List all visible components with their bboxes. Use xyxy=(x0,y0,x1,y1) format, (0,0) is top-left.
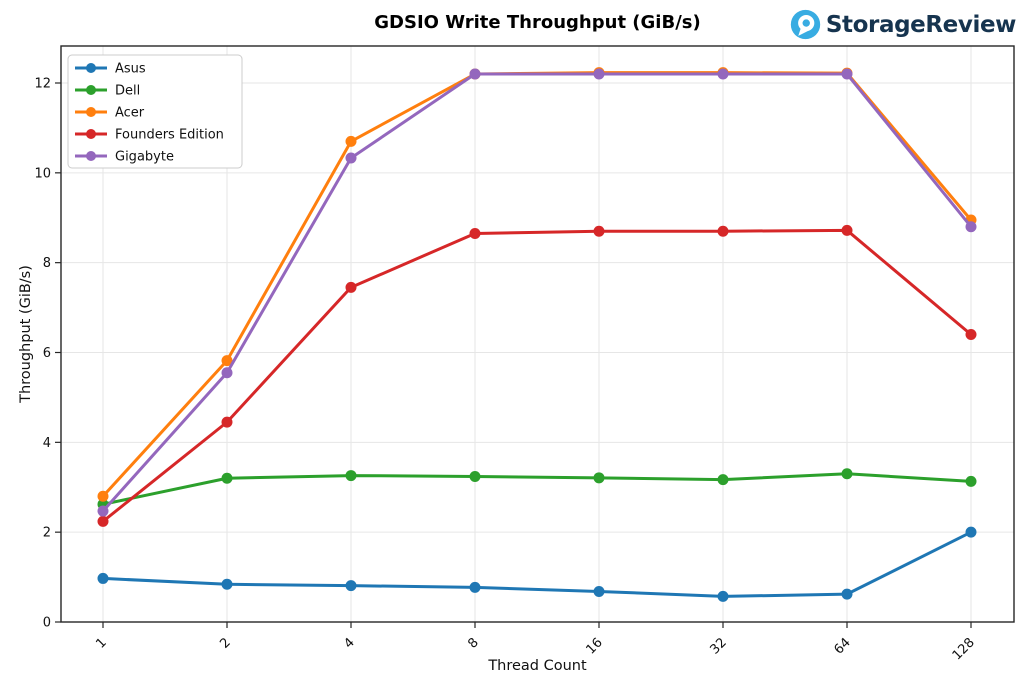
data-point-founders-edition xyxy=(345,281,357,293)
y-tick-label: 4 xyxy=(43,436,51,451)
series-line-dell xyxy=(101,472,973,506)
legend-marker-founders-edition xyxy=(86,129,96,139)
data-point-founders-edition xyxy=(469,227,481,239)
data-point-gigabyte xyxy=(97,505,109,517)
storagereview-logo: StorageReview xyxy=(790,9,1016,40)
legend-label-dell: Dell xyxy=(115,84,140,99)
storagereview-logo-text: StorageReview xyxy=(825,11,1017,38)
data-point-dell xyxy=(345,470,357,482)
data-point-asus xyxy=(345,580,357,592)
data-point-founders-edition xyxy=(221,416,233,428)
x-tick-label: 32 xyxy=(708,635,730,657)
data-point-gigabyte xyxy=(593,68,605,80)
data-point-founders-edition xyxy=(717,225,729,237)
y-tick-label: 10 xyxy=(34,166,51,181)
x-axis-label: Thread Count xyxy=(488,658,587,674)
y-tick-label: 6 xyxy=(43,346,51,361)
y-tick-label: 8 xyxy=(43,256,51,271)
y-tick-label: 2 xyxy=(43,526,51,541)
data-point-gigabyte xyxy=(717,68,729,80)
data-point-asus xyxy=(221,578,233,590)
data-point-acer xyxy=(345,135,357,147)
data-point-asus xyxy=(717,590,729,602)
legend-label-asus: Asus xyxy=(115,62,146,77)
data-point-asus xyxy=(965,526,977,538)
data-point-gigabyte xyxy=(345,152,357,164)
data-point-founders-edition xyxy=(841,224,853,236)
plot-frame xyxy=(60,45,1015,623)
y-tick-label: 0 xyxy=(43,616,51,631)
data-point-dell xyxy=(221,472,233,484)
data-point-founders-edition xyxy=(965,329,977,341)
legend-label-acer: Acer xyxy=(115,106,145,121)
series-line-asus xyxy=(101,530,973,598)
y-axis-label: Throughput (GiB/s) xyxy=(18,265,34,403)
data-point-gigabyte xyxy=(965,221,977,233)
legend-box xyxy=(67,54,243,169)
legend-label-gigabyte: Gigabyte xyxy=(115,150,174,165)
legend-marker-asus xyxy=(86,63,96,73)
data-point-founders-edition xyxy=(593,225,605,237)
data-point-asus xyxy=(593,585,605,597)
data-point-dell xyxy=(965,475,977,487)
data-point-acer xyxy=(97,490,109,502)
legend-label-founders-edition: Founders Edition xyxy=(115,128,224,143)
x-tick-label: 8 xyxy=(465,635,481,651)
data-point-dell xyxy=(469,470,481,482)
data-point-founders-edition xyxy=(97,515,109,527)
data-point-dell xyxy=(841,468,853,480)
legend-marker-dell xyxy=(86,85,96,95)
x-tick-label: 4 xyxy=(341,635,357,651)
data-point-asus xyxy=(841,588,853,600)
x-tick-label: 64 xyxy=(832,635,854,657)
data-point-asus xyxy=(469,581,481,593)
series-line-gigabyte xyxy=(101,72,973,513)
series-line-founders-edition xyxy=(101,228,973,523)
data-point-gigabyte xyxy=(841,68,853,80)
data-point-gigabyte xyxy=(221,367,233,379)
data-point-dell xyxy=(717,474,729,486)
data-point-acer xyxy=(221,355,233,367)
x-tick-label: 1 xyxy=(93,635,109,651)
data-point-dell xyxy=(593,472,605,484)
chart-title: GDSIO Write Throughput (GiB/s) xyxy=(374,12,701,33)
data-point-gigabyte xyxy=(469,68,481,80)
storagereview-logo-icon xyxy=(790,9,821,40)
y-tick-label: 12 xyxy=(34,77,51,92)
legend-marker-acer xyxy=(86,107,96,117)
x-tick-label: 16 xyxy=(584,635,606,657)
x-tick-label: 2 xyxy=(217,635,233,651)
legend-marker-gigabyte xyxy=(86,151,96,161)
data-point-asus xyxy=(97,572,109,584)
